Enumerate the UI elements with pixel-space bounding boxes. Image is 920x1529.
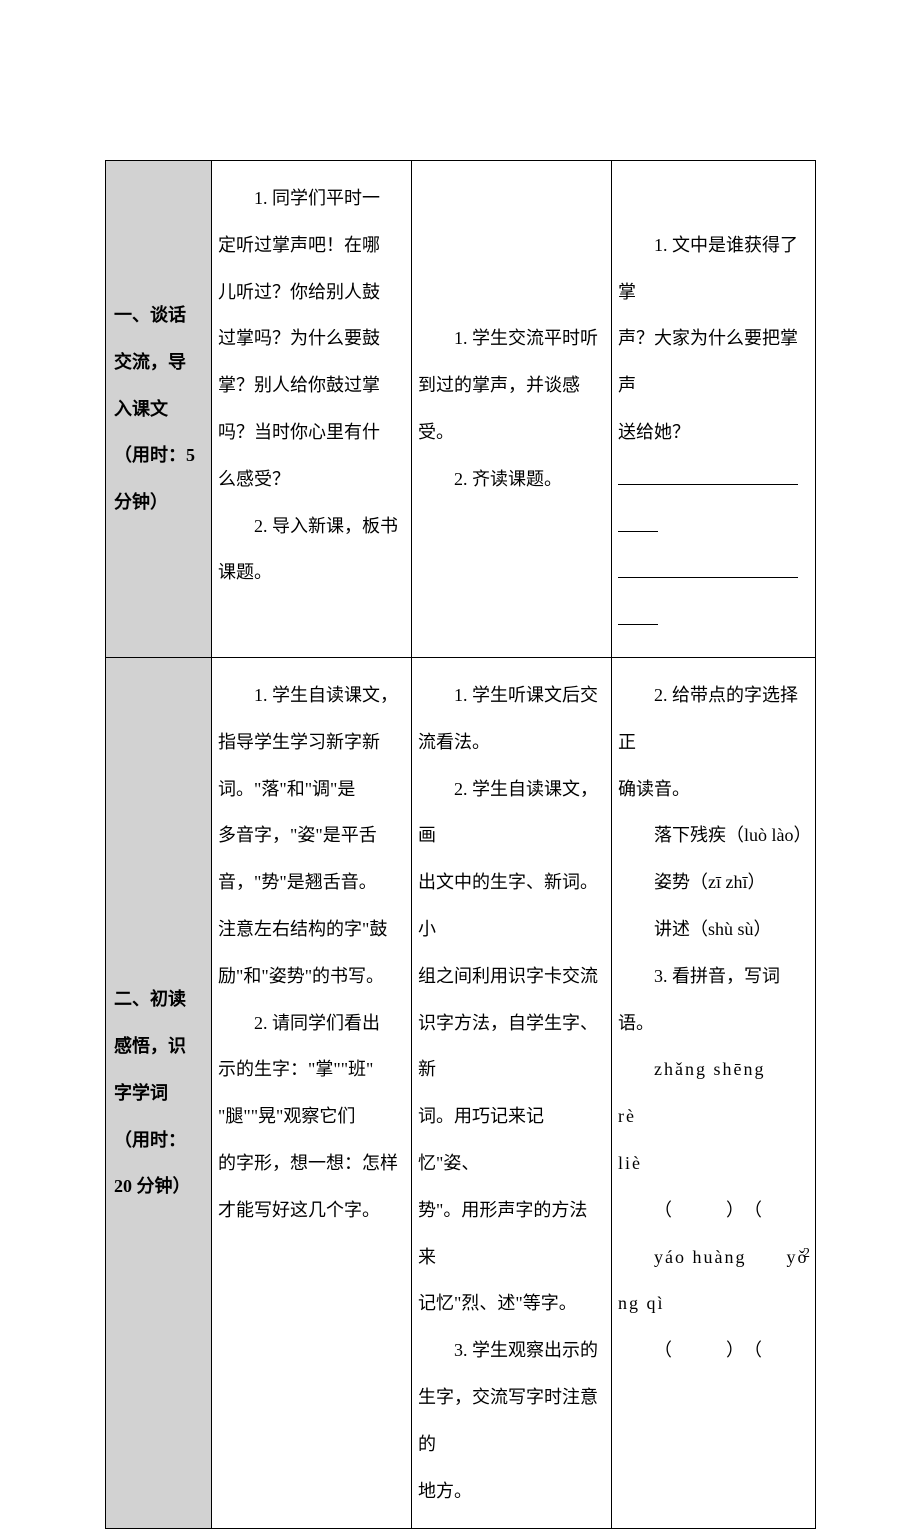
fill-blank	[618, 510, 658, 532]
text-line: （ ） （	[618, 1187, 809, 1234]
text-line: 才能写好这几个字。	[218, 1200, 380, 1220]
text-line: 出文中的生字、新词。小	[418, 872, 598, 939]
fill-blank	[618, 604, 658, 626]
page-number: 2	[803, 1246, 810, 1262]
text-line: 课题。	[218, 562, 272, 582]
text-line: 词。"落"和"调"是	[218, 779, 355, 799]
text-line: 掌？别人给你鼓过掌	[218, 375, 380, 395]
text-line: 识字方法，自学生字、新	[418, 1013, 598, 1080]
text-line: 3. 学生观察出示的	[418, 1327, 605, 1374]
section-title: 二、初读感悟，识字学词（用时：20 分钟）	[114, 989, 191, 1196]
text-line: 3. 看拼音，写词语。	[618, 953, 809, 1047]
text-line: 1. 学生交流平时听	[418, 315, 605, 362]
text-line: 1. 学生自读课文，	[218, 672, 405, 719]
text-line: 注意左右结构的字"鼓	[218, 919, 387, 939]
text-line: 姿势（zī zhī）	[618, 859, 809, 906]
text-line: 吗？当时你心里有什	[218, 422, 380, 442]
text-line: 词。用巧记来记忆"姿、	[418, 1106, 544, 1173]
text-line: 组之间利用识字卡交流	[418, 966, 598, 986]
pinyin-line: zhǎng shēng rè	[618, 1046, 809, 1140]
text-line: 指导学生学习新字新	[218, 732, 380, 752]
section-label-1: 一、谈话交流，导入课文（用时：5 分钟）	[106, 161, 212, 658]
text-line: 2. 请同学们看出	[218, 1000, 405, 1047]
text-line: 1. 学生听课文后交	[418, 672, 605, 719]
text-line: 励"和"姿势"的书写。	[218, 966, 384, 986]
text-line: 讲述（shù sù）	[618, 906, 809, 953]
text-line: （ ） （	[618, 1327, 809, 1374]
exercise-cell: 1. 文中是谁获得了掌 声？大家为什么要把掌声 送给她？	[612, 161, 816, 658]
text-line: 到过的掌声，并谈感受。	[418, 375, 580, 442]
text-line: 流看法。	[418, 732, 490, 752]
section-label-2: 二、初读感悟，识字学词（用时：20 分钟）	[106, 657, 212, 1528]
text-line: 落下残疾（luò lào）	[618, 812, 809, 859]
text-line: 2. 给带点的字选择正	[618, 672, 809, 766]
text-line: 多音字，"姿"是平舌	[218, 825, 377, 845]
teacher-activity-cell: 1. 同学们平时一 定听过掌声吧！在哪 儿听过？你给别人鼓 过掌吗？为什么要鼓 …	[212, 161, 412, 658]
student-activity-cell: 1. 学生交流平时听 到过的掌声，并谈感受。 2. 齐读课题。	[412, 161, 612, 658]
text-line: 2. 学生自读课文，画	[418, 766, 605, 860]
text-line: 定听过掌声吧！在哪	[218, 235, 380, 255]
student-activity-cell: 1. 学生听课文后交 流看法。 2. 学生自读课文，画 出文中的生字、新词。小 …	[412, 657, 612, 1528]
text-line: 1. 文中是谁获得了掌	[618, 222, 809, 316]
text-line: 记忆"烈、述"等字。	[418, 1293, 577, 1313]
text-line: "腿""晃"观察它们	[218, 1106, 355, 1126]
document-page: 一、谈话交流，导入课文（用时：5 分钟） 1. 同学们平时一 定听过掌声吧！在哪…	[0, 0, 920, 1302]
table-row: 二、初读感悟，识字学词（用时：20 分钟） 1. 学生自读课文， 指导学生学习新…	[106, 657, 816, 1528]
text-line: 势"。用形声字的方法来	[418, 1200, 587, 1267]
text-line: 生字，交流写字时注意的	[418, 1387, 598, 1454]
text-line: 2. 导入新课，板书	[218, 503, 405, 550]
text-line: 么感受？	[218, 469, 290, 489]
text-line: 儿听过？你给别人鼓	[218, 282, 380, 302]
text-line: 1. 同学们平时一	[218, 175, 405, 222]
text-line: 送给她？	[618, 422, 690, 442]
pinyin-line: yáo huàng yǒ	[618, 1234, 809, 1281]
fill-blank	[618, 463, 798, 485]
fill-blank	[618, 557, 798, 579]
pinyin-line: liè	[618, 1153, 642, 1173]
text-line: 的字形，想一想：怎样	[218, 1153, 398, 1173]
text-line: 确读音。	[618, 779, 690, 799]
text-line: 地方。	[418, 1481, 472, 1501]
pinyin-line: ng qì	[618, 1293, 665, 1313]
section-title: 一、谈话交流，导入课文（用时：5 分钟）	[114, 305, 195, 512]
exercise-cell: 2. 给带点的字选择正 确读音。 落下残疾（luò lào） 姿势（zī zhī…	[612, 657, 816, 1528]
text-line: 音，"势"是翘舌音。	[218, 872, 377, 892]
table-body: 一、谈话交流，导入课文（用时：5 分钟） 1. 同学们平时一 定听过掌声吧！在哪…	[106, 161, 816, 1529]
text-line: 2. 齐读课题。	[418, 456, 605, 503]
text-line: 示的生字："掌""班"	[218, 1059, 373, 1079]
teacher-activity-cell: 1. 学生自读课文， 指导学生学习新字新 词。"落"和"调"是 多音字，"姿"是…	[212, 657, 412, 1528]
text-line: 过掌吗？为什么要鼓	[218, 328, 380, 348]
text-line: 声？大家为什么要把掌声	[618, 328, 798, 395]
lesson-plan-table: 一、谈话交流，导入课文（用时：5 分钟） 1. 同学们平时一 定听过掌声吧！在哪…	[105, 160, 816, 1529]
table-row: 一、谈话交流，导入课文（用时：5 分钟） 1. 同学们平时一 定听过掌声吧！在哪…	[106, 161, 816, 658]
